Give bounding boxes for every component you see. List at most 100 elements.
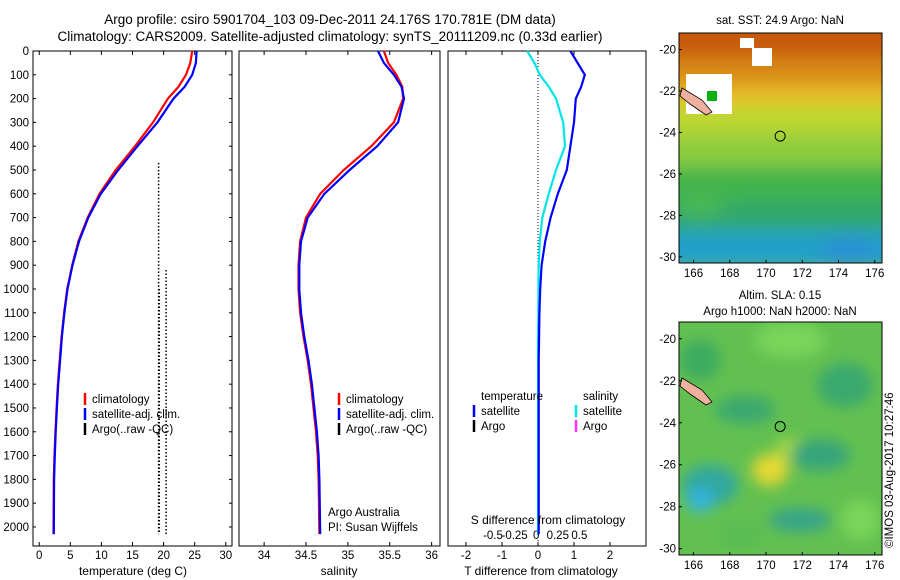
lat-tick-label: -30 [659,544,676,556]
x-tick-label: -2 [461,550,471,562]
lat-tick-label: -24 [659,418,676,430]
sla-map-title-line1: Altim. SLA: 0.15 [739,290,821,302]
salinity-legend: climatology satellite-adj. clim. Argo(..… [337,393,434,436]
credit-line1: Argo Australia [328,507,400,519]
sst-map-frame [678,32,883,264]
legend-label-satellite: satellite-adj. clim. [92,409,180,421]
legend-label-s-satellite: satellite [583,406,622,418]
depth-tick-label: 1700 [3,451,29,463]
lat-tick-label: -30 [659,252,676,264]
lat-tick-label: -28 [659,210,676,222]
depth-tick-label: 700 [10,213,29,225]
depth-tick-label: 1000 [3,284,29,296]
depth-tick-label: 1400 [3,379,29,391]
depth-tick-label: 0 [23,46,29,58]
sla-map-frame [678,321,883,556]
depth-tick-label: 900 [10,260,29,272]
lon-tick-label: 170 [756,268,775,280]
legend-label-argo: Argo(..raw -QC) [92,424,173,436]
x-tick-label: 36 [425,550,438,562]
sla-map-panel: Altim. SLA: 0.15 Argo h1000: NaN h2000: … [659,290,884,572]
lon-tick-label: 166 [684,560,703,572]
lat-tick-label: -20 [659,45,676,57]
x-tick-label: 2 [607,550,613,562]
legend-label-s-argo: Argo [583,421,607,433]
temperature-argo-dots [157,162,167,535]
figure-title-line1: Argo profile: csiro 5901704_103 09-Dec-2… [104,12,556,27]
temperature-axes-frame [32,50,233,547]
sla-field [679,322,882,555]
lat-tick-label: -22 [659,376,676,388]
copyright-stamp: ©IMOS 03-Aug-2017 10:27:46 [884,392,896,548]
difference-legend: temperature salinity satellite Argo sate… [472,391,622,433]
x-tick-label: 0 [36,550,42,562]
s-diff-tick-label: 0 [533,530,539,542]
lat-tick-label: -28 [659,502,676,514]
lat-tick-label: -26 [659,169,676,181]
temperature-profile-panel: 0100200300400500600700800900100011001200… [3,46,646,578]
legend-label-t-satellite: satellite [481,406,520,418]
x-tick-label: 35 [341,550,354,562]
x-tick-label: 5 [67,550,73,562]
difference-profile-panel: -2 -1 0 1 2 -0.5-0.25 0 0.25 0.5 S difference fr… [447,50,647,578]
depth-tick-label: 1500 [3,403,29,415]
lon-tick-label: 168 [720,268,739,280]
s-diff-tick-label: -0.25 [501,530,527,542]
figure-title-line2: Climatology: CARS2009. Satellite-adjuste… [57,29,603,44]
temperature-difference-line [537,50,586,535]
x-tick-label: 35.5 [379,550,401,562]
sst-map-title: sat. SST: 24.9 Argo: NaN [716,15,844,27]
x-tick-label: 0 [535,550,541,562]
legend-label-satellite: satellite-adj. clim. [346,409,434,421]
lon-tick-label: 174 [829,560,849,572]
argo-position-marker [774,130,786,142]
depth-tick-label: 200 [10,94,29,106]
x-tick-label: 30 [219,550,232,562]
salinity-profile-panel: 34 34.5 35 35.5 36 salinity climatology sate… [238,50,441,578]
credit-line2: PI: Susan Wijffels [328,522,418,534]
lat-tick-label: -24 [659,127,676,139]
sst-field [679,33,882,263]
legend-label-climatology: climatology [346,394,404,406]
s-diff-tick-label: 0.5 [571,530,587,542]
temperature-satellite-line [52,50,198,535]
depth-tick-label: 1300 [3,355,29,367]
lon-tick-label: 172 [793,268,812,280]
lon-tick-label: 166 [684,268,703,280]
legend-label-t-argo: Argo [481,421,505,433]
t-difference-label: T difference from climatology [464,564,618,578]
legend-label-argo: Argo(..raw -QC) [346,424,427,436]
lon-tick-label: 174 [829,268,849,280]
temperature-legend: climatology satellite-adj. clim. Argo(..… [83,393,180,436]
x-tick-label: 34.5 [295,550,317,562]
salinity-x-label: salinity [321,564,358,578]
depth-tick-label: 2000 [3,522,29,534]
x-tick-label: 10 [95,550,108,562]
depth-tick-label: 600 [10,189,29,201]
lon-tick-label: 176 [865,560,884,572]
x-tick-label: 1 [571,550,577,562]
lon-tick-label: 168 [720,560,739,572]
depth-tick-label: 1900 [3,498,29,510]
lat-tick-label: -20 [659,334,676,346]
x-tick-label: 34 [258,550,271,562]
salinity-satellite-line [298,50,406,535]
depth-tick-label: 1600 [3,427,29,439]
legend-heading-salinity: salinity [583,391,618,403]
x-tick-label: 15 [126,550,139,562]
sst-map-panel: sat. SST: 24.9 Argo: NaN 166 168 170 1 [659,15,884,280]
depth-tick-label: 800 [10,236,29,248]
sla-map-title-line2: Argo h1000: NaN h2000: NaN [703,306,856,318]
lon-tick-label: 176 [865,268,884,280]
legend-label-climatology: climatology [92,394,150,406]
s-diff-tick-label: -0.5 [483,530,503,542]
x-tick-label: 25 [188,550,201,562]
depth-tick-label: 400 [10,141,29,153]
lon-tick-label: 172 [793,560,812,572]
x-tick-label: -1 [497,550,507,562]
depth-tick-label: 100 [10,70,29,82]
x-tick-label: 20 [157,550,170,562]
depth-tick-label: 1800 [3,474,29,486]
temperature-x-label: temperature (deg C) [79,564,187,578]
